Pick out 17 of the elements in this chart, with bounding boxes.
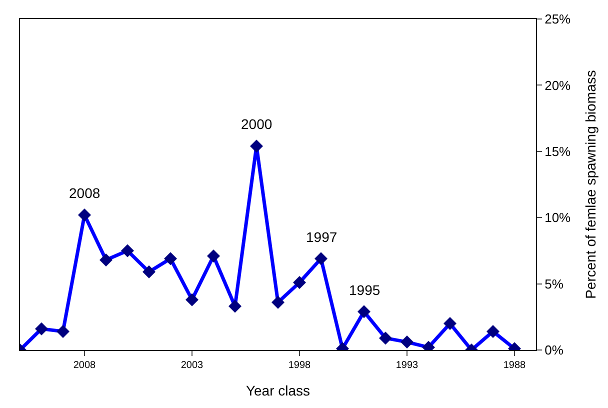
x-tick-label: 2008 <box>73 360 96 371</box>
annotation: 1997 <box>306 229 338 245</box>
x-tick-label: 1993 <box>396 360 419 371</box>
x-tick-label: 1988 <box>503 360 526 371</box>
x-axis-title: Year class <box>246 382 310 398</box>
y-tick-label: 5% <box>544 276 564 292</box>
x-tick-label: 1998 <box>288 360 312 371</box>
y-tick-label: 10% <box>544 210 572 226</box>
y-tick-label: 20% <box>544 78 572 93</box>
annotation: 1995 <box>349 282 380 298</box>
y-tick-label: 0% <box>544 342 564 358</box>
annotation: 2000 <box>241 116 272 132</box>
x-tick-label: 2003 <box>180 360 204 371</box>
y-axis-title: Percent of femlae spawning biomass <box>582 70 598 299</box>
y-tick-label: 15% <box>544 144 572 159</box>
y-tick-label: 25% <box>544 12 572 27</box>
annotation: 2008 <box>69 185 100 201</box>
